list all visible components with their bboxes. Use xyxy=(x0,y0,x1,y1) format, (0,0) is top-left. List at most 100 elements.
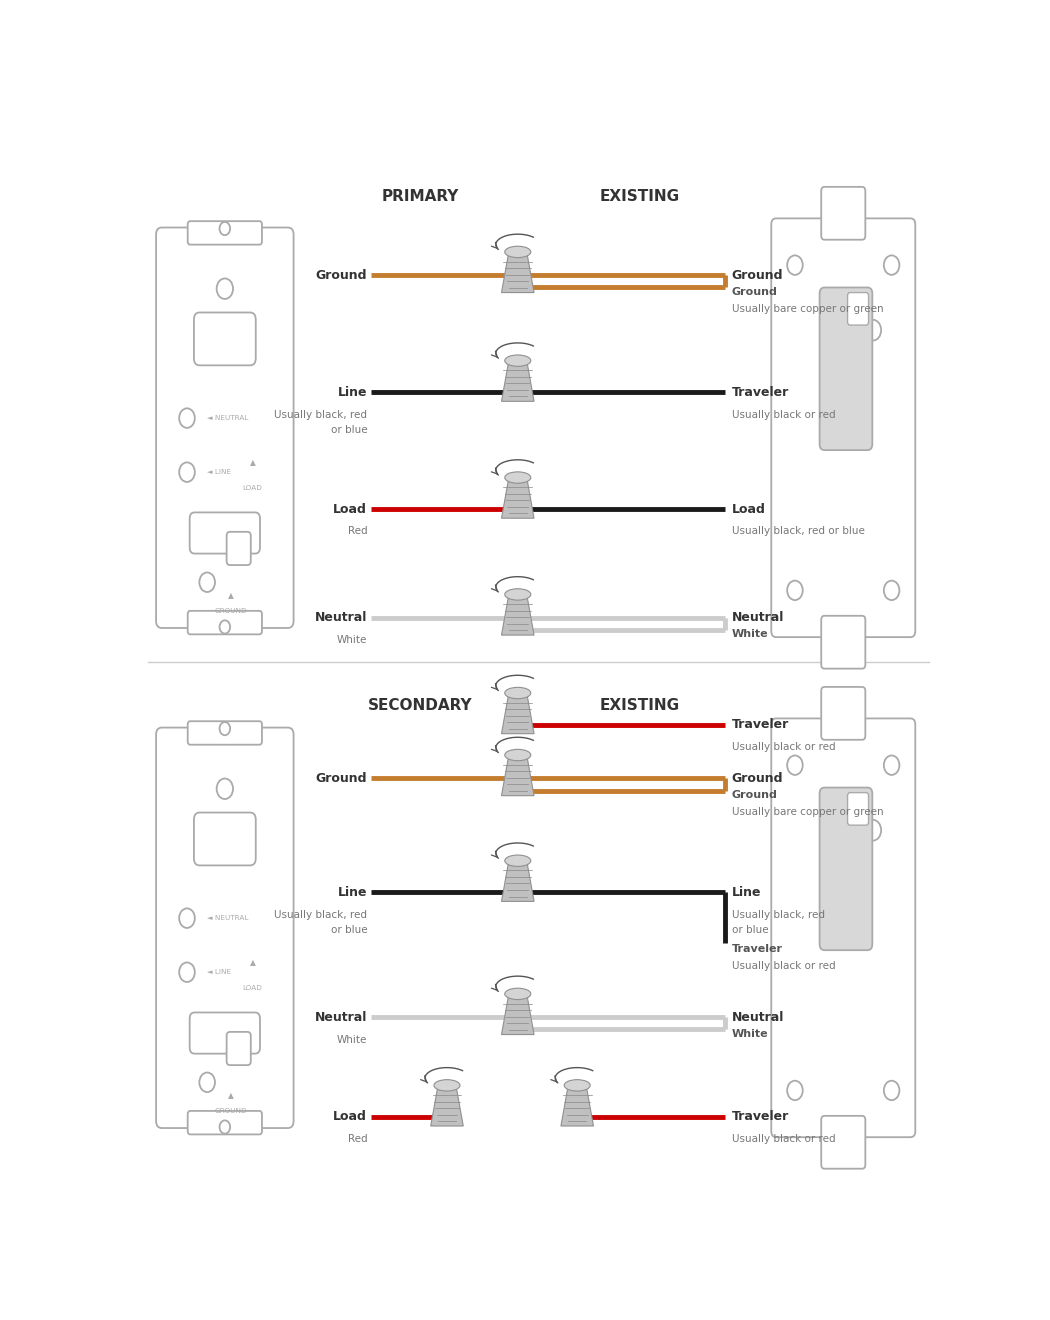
Circle shape xyxy=(180,908,195,928)
FancyBboxPatch shape xyxy=(156,227,294,628)
Text: Load: Load xyxy=(333,503,368,516)
Text: Neutral: Neutral xyxy=(732,611,784,624)
Text: or blue: or blue xyxy=(331,925,368,935)
Polygon shape xyxy=(502,360,534,401)
Circle shape xyxy=(219,1121,230,1134)
Text: Usually black or red: Usually black or red xyxy=(732,961,836,972)
Text: PRIMARY: PRIMARY xyxy=(381,189,459,203)
FancyBboxPatch shape xyxy=(156,727,294,1129)
Ellipse shape xyxy=(505,688,531,698)
FancyBboxPatch shape xyxy=(190,1012,260,1053)
Ellipse shape xyxy=(505,355,531,367)
Text: Line: Line xyxy=(338,385,368,399)
Text: or blue: or blue xyxy=(732,925,769,935)
Text: Usually black, red: Usually black, red xyxy=(274,909,368,920)
Ellipse shape xyxy=(505,589,531,601)
Text: Ground: Ground xyxy=(732,789,778,800)
FancyBboxPatch shape xyxy=(772,218,916,638)
Text: ◄ NEUTRAL: ◄ NEUTRAL xyxy=(207,414,249,421)
Text: Usually black, red: Usually black, red xyxy=(732,909,825,920)
Text: Neutral: Neutral xyxy=(732,1011,784,1024)
Circle shape xyxy=(216,779,233,799)
Text: Ground: Ground xyxy=(732,286,778,297)
Text: Traveler: Traveler xyxy=(732,944,783,954)
Circle shape xyxy=(884,255,900,275)
Polygon shape xyxy=(430,1085,463,1126)
Text: Traveler: Traveler xyxy=(732,385,789,399)
Text: Ground: Ground xyxy=(732,772,783,785)
Text: ◄ LINE: ◄ LINE xyxy=(207,969,231,975)
Ellipse shape xyxy=(505,855,531,866)
Circle shape xyxy=(200,573,215,591)
Text: ▲: ▲ xyxy=(250,958,255,968)
Text: Usually black, red: Usually black, red xyxy=(274,409,368,420)
Text: Ground: Ground xyxy=(316,772,368,785)
Text: Ground: Ground xyxy=(316,269,368,281)
Text: Red: Red xyxy=(348,527,368,536)
Text: SECONDARY: SECONDARY xyxy=(368,698,472,713)
FancyBboxPatch shape xyxy=(190,512,260,553)
Text: Load: Load xyxy=(732,503,765,516)
Ellipse shape xyxy=(505,989,531,999)
Ellipse shape xyxy=(564,1080,590,1092)
FancyBboxPatch shape xyxy=(188,222,261,244)
Circle shape xyxy=(219,222,230,235)
Text: EXISTING: EXISTING xyxy=(600,189,680,203)
Circle shape xyxy=(864,319,881,341)
Text: Usually black or red: Usually black or red xyxy=(732,1134,836,1144)
FancyBboxPatch shape xyxy=(772,718,916,1138)
FancyBboxPatch shape xyxy=(188,1111,261,1134)
Polygon shape xyxy=(502,994,534,1035)
Polygon shape xyxy=(561,1085,593,1126)
Text: White: White xyxy=(732,630,769,639)
Text: Red: Red xyxy=(348,1134,368,1144)
Text: ▲: ▲ xyxy=(228,591,234,601)
FancyBboxPatch shape xyxy=(821,1115,865,1168)
Ellipse shape xyxy=(505,471,531,483)
Text: Usually black or red: Usually black or red xyxy=(732,742,836,752)
Circle shape xyxy=(884,1081,900,1100)
Text: Ground: Ground xyxy=(732,269,783,281)
Text: ▲: ▲ xyxy=(228,1092,234,1101)
Circle shape xyxy=(180,962,195,982)
Ellipse shape xyxy=(505,247,531,257)
Text: Line: Line xyxy=(338,886,368,899)
FancyBboxPatch shape xyxy=(847,293,868,325)
FancyBboxPatch shape xyxy=(188,721,261,744)
Text: Traveler: Traveler xyxy=(732,718,789,731)
Circle shape xyxy=(180,462,195,482)
Text: Usually bare copper or green: Usually bare copper or green xyxy=(732,304,883,314)
Text: White: White xyxy=(337,1035,368,1044)
Text: LOAD: LOAD xyxy=(243,985,262,991)
FancyBboxPatch shape xyxy=(227,532,251,565)
Polygon shape xyxy=(502,755,534,796)
Circle shape xyxy=(788,1081,803,1100)
FancyBboxPatch shape xyxy=(821,187,865,240)
Text: ◄ NEUTRAL: ◄ NEUTRAL xyxy=(207,915,249,921)
Polygon shape xyxy=(502,252,534,293)
Circle shape xyxy=(788,755,803,775)
Text: Load: Load xyxy=(333,1110,368,1123)
Text: White: White xyxy=(732,1028,769,1039)
Text: Usually bare copper or green: Usually bare copper or green xyxy=(732,807,883,817)
FancyBboxPatch shape xyxy=(194,313,256,366)
Circle shape xyxy=(864,820,881,841)
Ellipse shape xyxy=(505,750,531,760)
Circle shape xyxy=(200,1073,215,1092)
Polygon shape xyxy=(502,693,534,734)
Circle shape xyxy=(788,255,803,275)
FancyBboxPatch shape xyxy=(194,813,256,866)
FancyBboxPatch shape xyxy=(821,616,865,669)
Circle shape xyxy=(216,279,233,298)
Text: Traveler: Traveler xyxy=(732,1110,789,1123)
Circle shape xyxy=(219,722,230,735)
Circle shape xyxy=(884,755,900,775)
Text: LOAD: LOAD xyxy=(243,484,262,491)
FancyBboxPatch shape xyxy=(820,788,873,950)
Text: GROUND: GROUND xyxy=(215,1109,248,1114)
Polygon shape xyxy=(502,861,534,902)
Circle shape xyxy=(788,581,803,601)
Text: GROUND: GROUND xyxy=(215,609,248,614)
Text: Neutral: Neutral xyxy=(315,611,368,624)
FancyBboxPatch shape xyxy=(820,288,873,450)
